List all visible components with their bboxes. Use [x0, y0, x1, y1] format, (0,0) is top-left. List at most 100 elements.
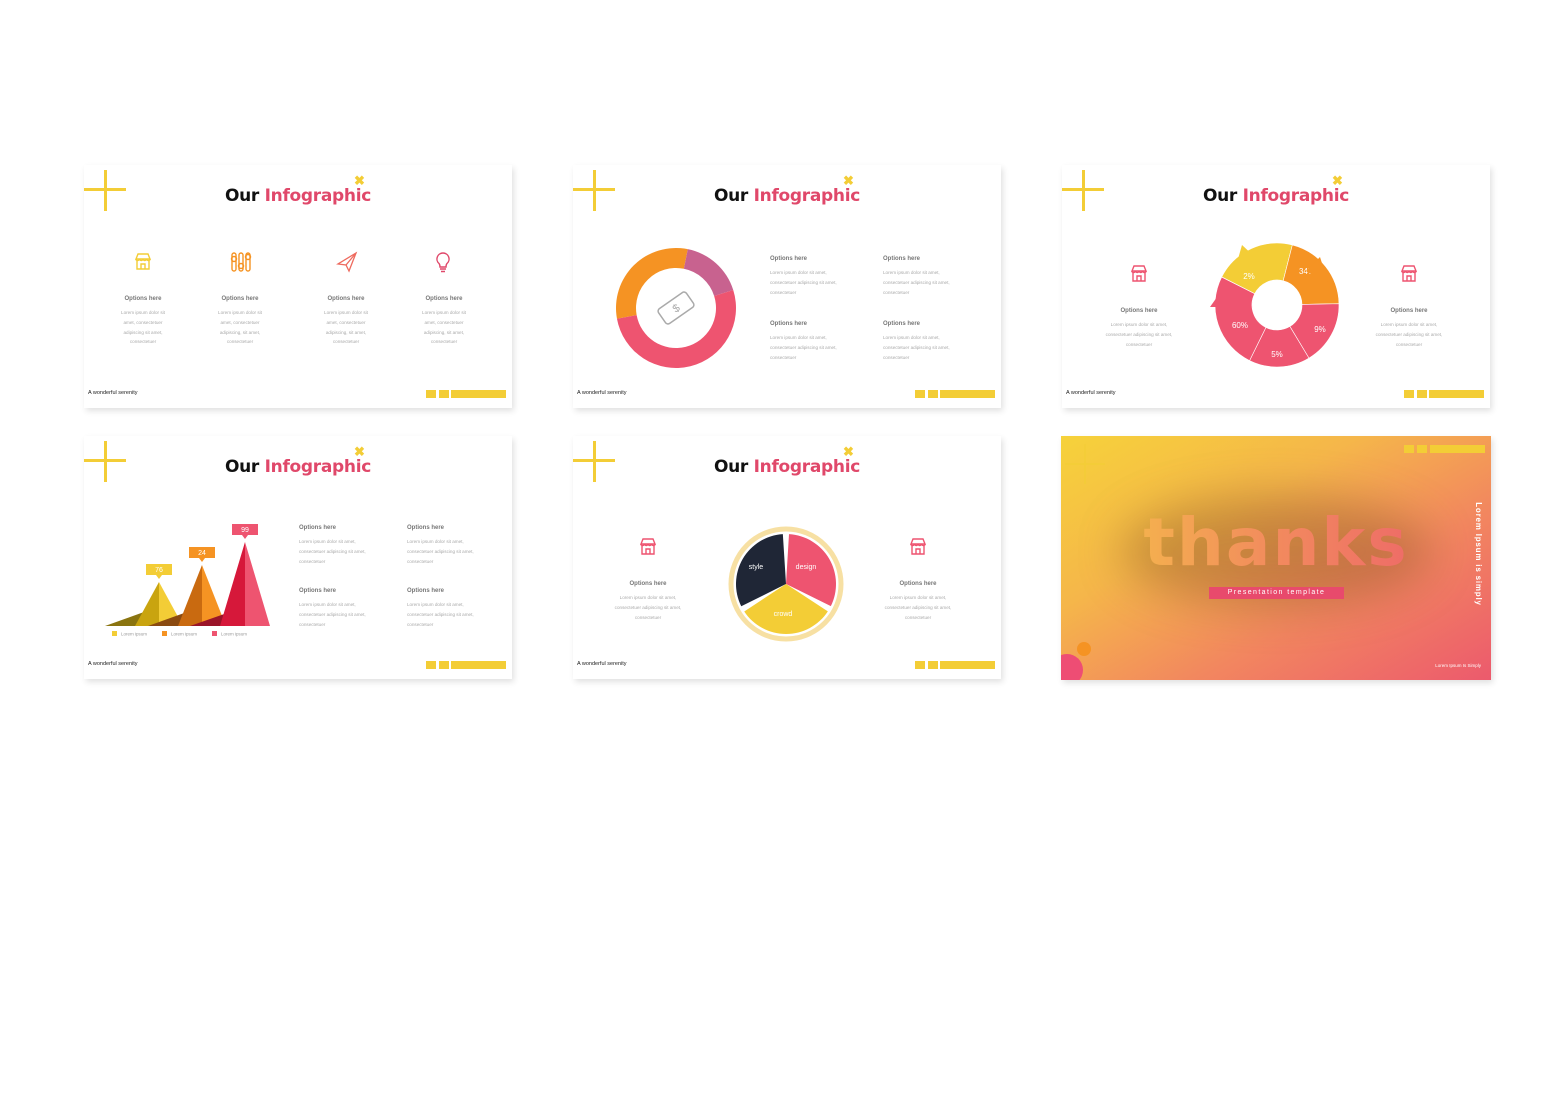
slide-icons-infographic[interactable]: ✖ Our Infographic Options here Lorem ipsu…: [84, 165, 512, 408]
pyramid-left-face: [220, 542, 245, 626]
footer-bar: [451, 390, 506, 398]
slide-thanks[interactable]: thanks Presentation template Lorem Ipsum…: [1061, 436, 1491, 680]
slide-pyramid-chart[interactable]: ✖ Our Infographic 76 Lorem ipsum 24 Lorem i…: [84, 436, 512, 679]
footer-text: A wonderful serenity: [577, 390, 627, 396]
slide-title: Our Infographic: [1062, 186, 1490, 206]
pie-slice-label: style: [749, 564, 764, 571]
paper-plane-icon: [336, 251, 358, 278]
option-label: Options here: [407, 588, 445, 594]
donut-segment: [683, 249, 734, 296]
slide-pie-infographic[interactable]: ✖ Our Infographic design crowd style Optio…: [573, 436, 1001, 679]
value-tag: [232, 524, 258, 535]
top-block: [1404, 445, 1414, 453]
pie-slice: [786, 534, 836, 607]
presentation-badge: Presentation template: [1209, 587, 1344, 599]
plus-decoration: [1062, 188, 1104, 191]
option-description: Lorem ipsum dolor sit amet, consectetuer…: [884, 595, 952, 620]
plus-decoration: [84, 459, 126, 462]
value-label: 99: [241, 527, 249, 534]
outer-ring: [728, 526, 844, 642]
top-bar: [1430, 445, 1485, 453]
footer-block: [928, 661, 938, 669]
donut-segment: [616, 247, 688, 319]
store-icon: [133, 251, 153, 276]
footer-bar: [451, 661, 506, 669]
title-part-2: Infographic: [264, 186, 372, 206]
cycle-arrow-segment: [1282, 244, 1340, 305]
option-description: Lorem ipsum dolor sit amet, consectetuer…: [422, 310, 466, 345]
store-icon: [638, 536, 658, 561]
sliders-icon: [230, 251, 252, 278]
option-label: Options here: [299, 525, 337, 531]
three-part-pie: design crowd style: [728, 526, 844, 642]
pyramid-right-face: [202, 565, 226, 626]
plus-decoration: [84, 188, 126, 191]
option-description: Lorem ipsum dolor sit amet, consectetuer…: [299, 602, 366, 627]
value-tag-pointer: [199, 558, 205, 562]
option-label: Options here: [124, 296, 162, 302]
pie-slice: [744, 584, 828, 634]
slide-title: Our Infographic: [573, 186, 1001, 206]
option-label: Options here: [629, 581, 667, 587]
option-label: Options here: [770, 321, 808, 327]
donut-chart: $: [616, 247, 736, 368]
x-mark-icon: ✖: [354, 444, 365, 459]
title-part-1: Our: [224, 457, 259, 477]
pyramid-chart: 76 Lorem ipsum 24 Lorem ipsum 99 Lorem ipsum: [105, 524, 270, 637]
legend-label: Lorem ipsum: [121, 632, 147, 637]
pyramid-left-face: [135, 582, 159, 626]
slide-cycle-infographic[interactable]: ✖ Our Infographic 2%34%9%5%60% Options h…: [1062, 165, 1490, 408]
option-description: Lorem ipsum dolor sit amet, consectetuer…: [299, 539, 366, 564]
footer-block: [426, 390, 436, 398]
footer-block: [439, 661, 449, 669]
value-tag: [189, 547, 215, 558]
cycle-arrows-chart: 2%34%9%5%60%: [1210, 242, 1340, 368]
legend-swatch: [212, 631, 217, 636]
option-label: Options here: [221, 296, 259, 302]
arrow-head: [1306, 257, 1328, 282]
value-tag: [146, 564, 172, 575]
value-label: 24: [198, 550, 206, 557]
slide-title: Our Infographic: [573, 457, 1001, 477]
circle-decoration: [1077, 642, 1091, 656]
option-label: Options here: [1390, 308, 1428, 314]
vertical-text: Lorem Ipsum is simply: [1474, 502, 1483, 606]
svg-text:$: $: [671, 302, 683, 315]
option-label: Options here: [899, 581, 937, 587]
title-part-1: Our: [1202, 186, 1237, 206]
option-label: Options here: [425, 296, 463, 302]
cycle-percent-label: 9%: [1314, 325, 1326, 334]
footer-block: [1404, 390, 1414, 398]
option-description: Lorem ipsum dolor sit amet, consectetuer…: [218, 310, 262, 345]
title-part-1: Our: [713, 457, 748, 477]
value-label: 76: [155, 567, 163, 574]
pie-slice-label: design: [796, 564, 817, 571]
pyramid-left-face: [178, 565, 202, 626]
option-description: Lorem ipsum dolor sit amet, consectetuer…: [614, 595, 682, 620]
option-label: Options here: [299, 588, 337, 594]
option-description: Lorem ipsum dolor sit amet, consectetuer…: [324, 310, 368, 345]
option-label: Options here: [770, 256, 808, 262]
lightbulb-icon: [434, 251, 452, 278]
title-part-2: Infographic: [264, 457, 372, 477]
cycle-percent-label: 2%: [1243, 272, 1255, 281]
option-label: Options here: [883, 256, 921, 262]
option-description: Lorem ipsum dolor sit amet, consectetuer…: [1105, 322, 1173, 347]
legend-swatch: [112, 631, 117, 636]
title-part-2: Infographic: [1242, 186, 1350, 206]
option-label: Options here: [407, 525, 445, 531]
option-label: Options here: [327, 296, 365, 302]
plus-decoration: [573, 459, 615, 462]
footer-text: A wonderful serenity: [1066, 390, 1116, 396]
slide-title: Our Infographic: [84, 457, 512, 477]
donut-segment: [616, 289, 736, 368]
footer-text: A wonderful serenity: [88, 390, 138, 396]
slide-donut-infographic[interactable]: ✖ Our Infographic $ Options here Lorem ip…: [573, 165, 1001, 408]
arrow-head: [1210, 290, 1232, 307]
legend-label: Lorem ipsum: [221, 632, 247, 637]
corner-text: Lorem Ipsum Is Simply: [1435, 663, 1481, 668]
footer-block: [928, 390, 938, 398]
title-part-2: Infographic: [753, 186, 861, 206]
option-description: Lorem ipsum dolor sit amet, consectetuer…: [1375, 322, 1443, 347]
option-description: Lorem ipsum dolor sit amet, consectetuer…: [770, 335, 837, 360]
